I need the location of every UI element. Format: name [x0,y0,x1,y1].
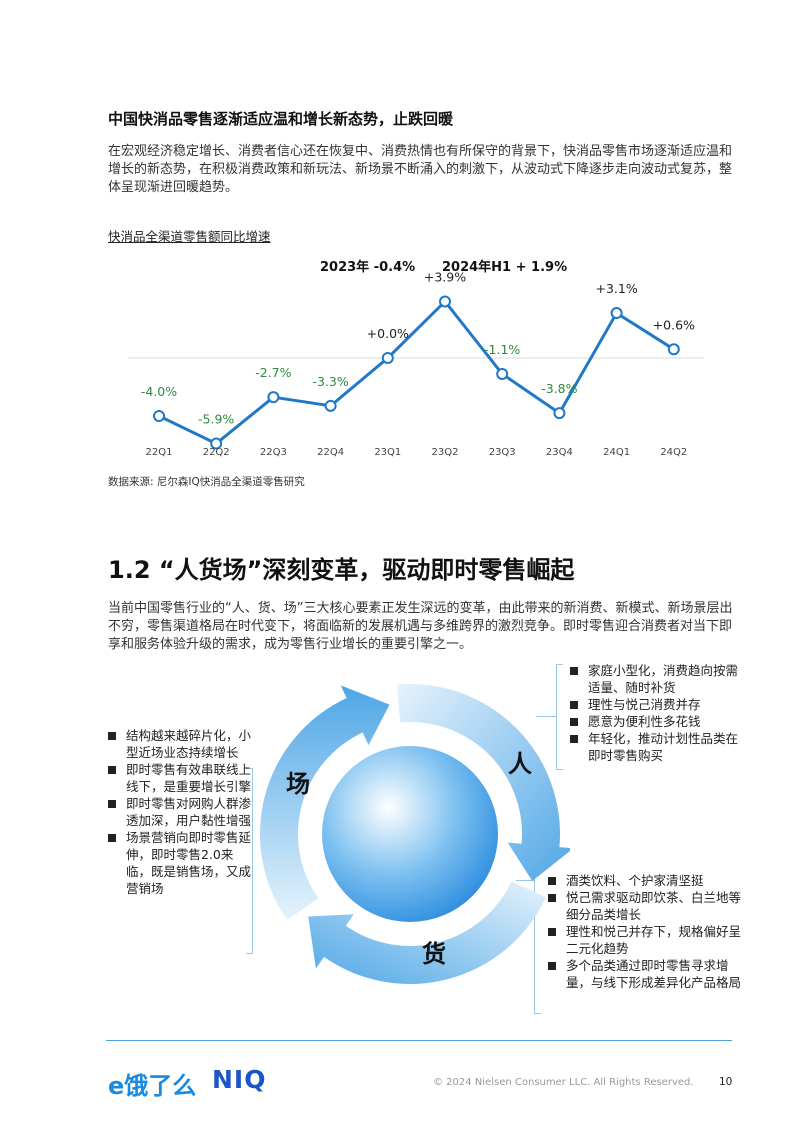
data-label: -4.0% [141,384,177,399]
niq-logo: NIQ [212,1065,267,1094]
place-factor: 场景营销向即时零售延伸，即时零售2.0来临，既是销售场，又成营销场 [106,829,251,897]
data-point [210,437,223,450]
x-tick-label: 23Q2 [432,447,459,458]
people-factor: 愿意为便利性多花钱 [568,713,748,730]
data-source: 数据来源: 尼尔森IQ快消品全渠道零售研究 [108,476,305,488]
goods-connector [516,880,534,881]
people-factor: 家庭小型化，消费趋向按需适量、随时补货 [568,662,748,696]
eleme-logo: e饿了么 [108,1072,197,1100]
data-label: +0.0% [367,326,409,341]
x-tick-label: 22Q3 [260,447,287,458]
data-point [667,343,680,356]
data-point [153,410,165,422]
chart-subtitle-2024h1: 2024年H1 + 1.9% [442,259,567,275]
arrow-place-to-people [396,684,570,881]
data-point [496,367,509,380]
goods-factor: 悦己需求驱动即饮茶、白兰地等细分品类增长 [546,889,746,923]
section-heading: 1.2 “人货场”深刻变革，驱动即时零售崛起 [108,556,575,584]
arrow-goods-to-place [260,685,390,921]
data-point [324,399,337,412]
data-point [439,295,451,308]
section-title: 中国快消品零售逐渐适应温和增长新态势，止跌回暖 [108,110,454,128]
x-tick-label: 22Q2 [203,447,230,458]
place-factor: 结构越来越碎片化，小型近场业态持续增长 [106,727,251,761]
people-factors-list: 家庭小型化，消费趋向按需适量、随时补货 理性与悦己消费并存 愿意为便利性多花钱 … [568,662,748,764]
people-factor: 理性与悦己消费并存 [568,696,748,713]
x-tick-label: 22Q4 [317,447,344,458]
x-tick-label: 23Q4 [546,447,573,458]
data-label: +3.1% [595,281,637,296]
growth-line-chart: 2023年 -0.4% 2024年H1 + 1.9% -4.0% 22Q1 -5.9… [128,259,704,458]
x-tick-label: 23Q3 [489,447,516,458]
data-point [267,391,280,404]
x-tick-label: 24Q2 [660,447,687,458]
goods-factor: 理性和悦己并存下，规格偏好呈二元化趋势 [546,923,746,957]
data-label: -3.8% [541,381,577,396]
series-line [158,299,675,446]
goods-factor: 酒类饮料、个护家清坚挺 [546,872,746,889]
data-point [553,407,566,420]
footer-divider [106,1040,732,1041]
place-label: 场 [286,770,310,798]
people-factor: 年轻化，推动计划性品类在即时零售购买 [568,730,748,764]
data-label: -1.1% [484,342,520,357]
people-goods-place-cycle-diagram: 人 场 货 [260,684,570,984]
place-factor: 即时零售有效串联线上线下，是重要增长引擎 [106,761,251,795]
chart-subtitle-2023: 2023年 -0.4% [320,259,415,275]
data-point [381,352,394,364]
arrow-people-to-goods [308,881,546,984]
place-factors-list: 结构越来越碎片化，小型近场业态持续增长 即时零售有效串联线上线下，是重要增长引擎… [106,727,251,897]
goods-factor: 多个品类通过即时零售寻求增量，与线下形成差异化产品格局 [546,957,746,991]
x-tick-label: 24Q1 [603,447,630,458]
intro-paragraph: 在宏观经济稳定增长、消费者信心还在恢复中、消费热情也有所保守的背景下，快消品零售… [108,144,733,195]
data-label: -5.9% [198,412,234,427]
place-bracket [246,768,253,954]
people-bracket [556,664,563,770]
data-label: -3.3% [312,374,348,389]
goods-label: 货 [422,940,446,968]
goods-factors-list: 酒类饮料、个护家清坚挺 悦己需求驱动即饮茶、白兰地等细分品类增长 理性和悦己并存… [546,872,746,991]
people-label: 人 [508,750,532,778]
x-tick-label: 23Q1 [374,447,401,458]
center-sphere [322,746,498,922]
data-label: +0.6% [653,317,695,332]
page-number: 10 [719,1076,733,1088]
section-paragraph: 当前中国零售行业的“人、货、场”三大核心要素正发生深远的变革，由此带来的新消费、… [108,601,733,652]
people-connector [536,716,556,717]
place-factor: 即时零售对网购人群渗透加深，用户黏性增强 [106,795,251,829]
copyright-notice: © 2024 Nielsen Consumer LLC. All Rights … [433,1077,694,1088]
data-point [610,307,623,320]
x-tick-label: 22Q1 [146,447,173,458]
data-label: -2.7% [255,365,291,380]
data-label: +3.9% [424,269,466,284]
chart-title: 快消品全渠道零售额同比增速 [108,229,271,244]
